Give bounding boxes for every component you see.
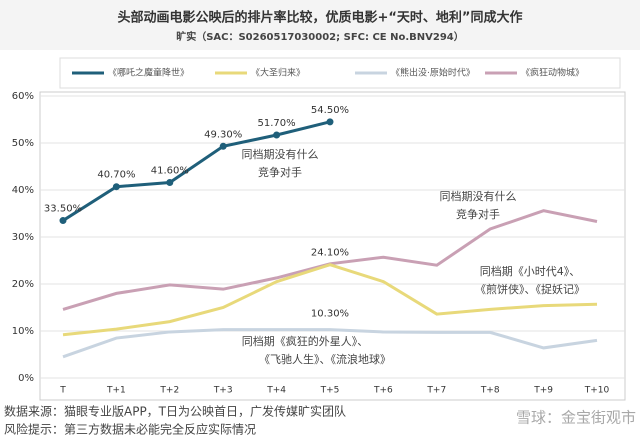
- series-line: [62, 263, 598, 337]
- plot-border: [39, 91, 626, 401]
- chart-title: 头部动画电影公映后的排片率比较，优质电影+“天时、地利”同成大作: [118, 10, 523, 26]
- y-tick-label: 50%: [12, 138, 34, 149]
- legend-label: 《哪吒之魔童降世》: [108, 67, 189, 79]
- value-label: 41.60%: [151, 165, 189, 176]
- series-marker: [273, 131, 281, 139]
- series-marker: [59, 217, 67, 225]
- x-tick-label: T+7: [426, 386, 446, 396]
- x-tick-label: T+9: [533, 386, 553, 396]
- value-label: 49.30%: [204, 129, 242, 140]
- x-tick-label: T+1: [106, 386, 126, 396]
- series-marker: [326, 118, 334, 126]
- series-marker: [112, 183, 120, 191]
- legend-label: 《熊出没·原始时代》: [391, 67, 475, 79]
- x-tick-label: T+6: [373, 386, 393, 396]
- chart-subtitle: 旷实（SAC：S0260517030002; SFC: CE No.BNV294…: [176, 30, 464, 43]
- footer-note: 数据来源：猫眼专业版APP，T日为公映首日，广发传媒旷实团队: [4, 404, 346, 419]
- annotation: 《飞驰人生》、《流浪地球》: [259, 352, 391, 366]
- footer-note: 风险提示：第三方数据未必能完全反应实际情况: [4, 422, 256, 437]
- annotation: 《煎饼侠》、《捉妖记》: [475, 282, 585, 296]
- x-tick-label: T+10: [584, 386, 610, 396]
- y-tick-label: 60%: [12, 91, 34, 102]
- value-label: 33.50%: [44, 204, 82, 215]
- annotation: 同档期没有什么: [440, 189, 517, 203]
- x-tick-label: T+2: [159, 386, 179, 396]
- legend-label: 《大圣归来》: [251, 67, 305, 79]
- value-label: 51.70%: [258, 118, 296, 129]
- y-tick-label: 40%: [12, 185, 34, 196]
- header-band: [0, 0, 640, 50]
- x-tick-label: T+8: [480, 386, 500, 396]
- annotation: 竞争对手: [258, 165, 302, 179]
- y-tick-label: 30%: [12, 232, 34, 243]
- series-marker: [166, 178, 174, 186]
- x-tick-label: T+4: [266, 386, 286, 396]
- watermark: 雪球：金宝街观市: [516, 409, 636, 427]
- annotation: 同档期《疯狂的外星人》、: [242, 334, 369, 348]
- x-tick-label: T+5: [320, 386, 340, 396]
- x-tick-label: T+3: [213, 386, 233, 396]
- legend-box: [59, 57, 621, 89]
- value-label: 40.70%: [97, 170, 135, 181]
- value-label: 24.10%: [311, 248, 349, 259]
- annotation: 同档期《小时代4》、: [480, 264, 581, 278]
- y-tick-label: 20%: [12, 279, 34, 290]
- y-tick-label: 0%: [18, 373, 34, 384]
- series-line: [62, 120, 331, 222]
- x-tick-label: T: [59, 386, 66, 396]
- legend-label: 《疯狂动物城》: [521, 67, 584, 79]
- y-tick-label: 10%: [12, 326, 34, 337]
- series-marker: [219, 142, 227, 150]
- annotation: 竞争对手: [456, 207, 500, 221]
- series-line: [62, 328, 598, 359]
- annotation: 同档期没有什么: [242, 147, 319, 161]
- value-label: 10.30%: [311, 309, 349, 320]
- value-label: 54.50%: [311, 105, 349, 116]
